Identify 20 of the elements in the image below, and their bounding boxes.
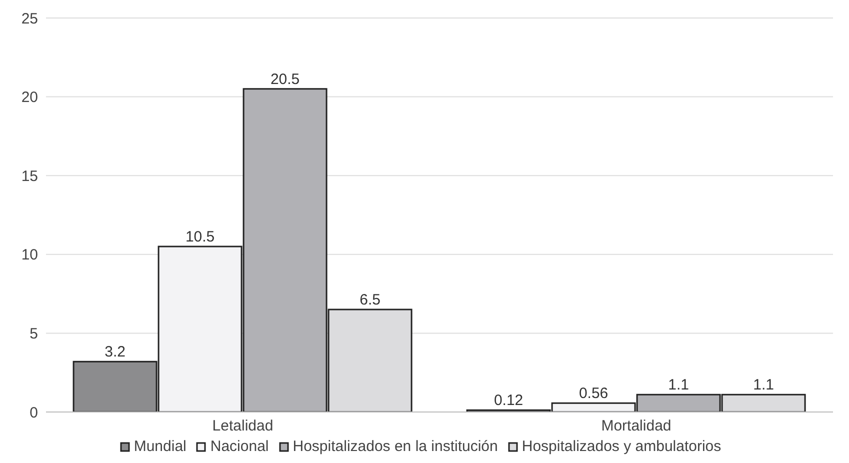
data-label: 0.12 — [494, 392, 524, 410]
x-tick-label: Letalidad — [212, 418, 274, 435]
data-label: 1.1 — [668, 376, 689, 394]
y-tick-label: 20 — [21, 89, 38, 106]
legend-label: Nacional — [210, 438, 269, 455]
x-tick-label: Mortalidad — [601, 418, 672, 435]
y-tick-label: 15 — [21, 168, 38, 185]
data-label: 20.5 — [270, 70, 300, 88]
legend-label: Hospitalizados y ambulatorios — [522, 438, 722, 455]
data-label: 10.5 — [185, 228, 215, 246]
data-label: 1.1 — [753, 376, 774, 394]
y-tick-label: 25 — [21, 10, 38, 28]
data-label: 0.56 — [578, 385, 608, 402]
legend-label: Mundial — [134, 438, 186, 455]
legend-label: Hospitalizados en la institución — [292, 438, 498, 455]
y-tick-label: 0 — [30, 404, 38, 422]
data-label: 6.5 — [360, 292, 380, 309]
y-tick-label: 5 — [30, 326, 38, 343]
data-label: 3.2 — [104, 344, 126, 361]
y-tick-label: 10 — [21, 246, 38, 264]
